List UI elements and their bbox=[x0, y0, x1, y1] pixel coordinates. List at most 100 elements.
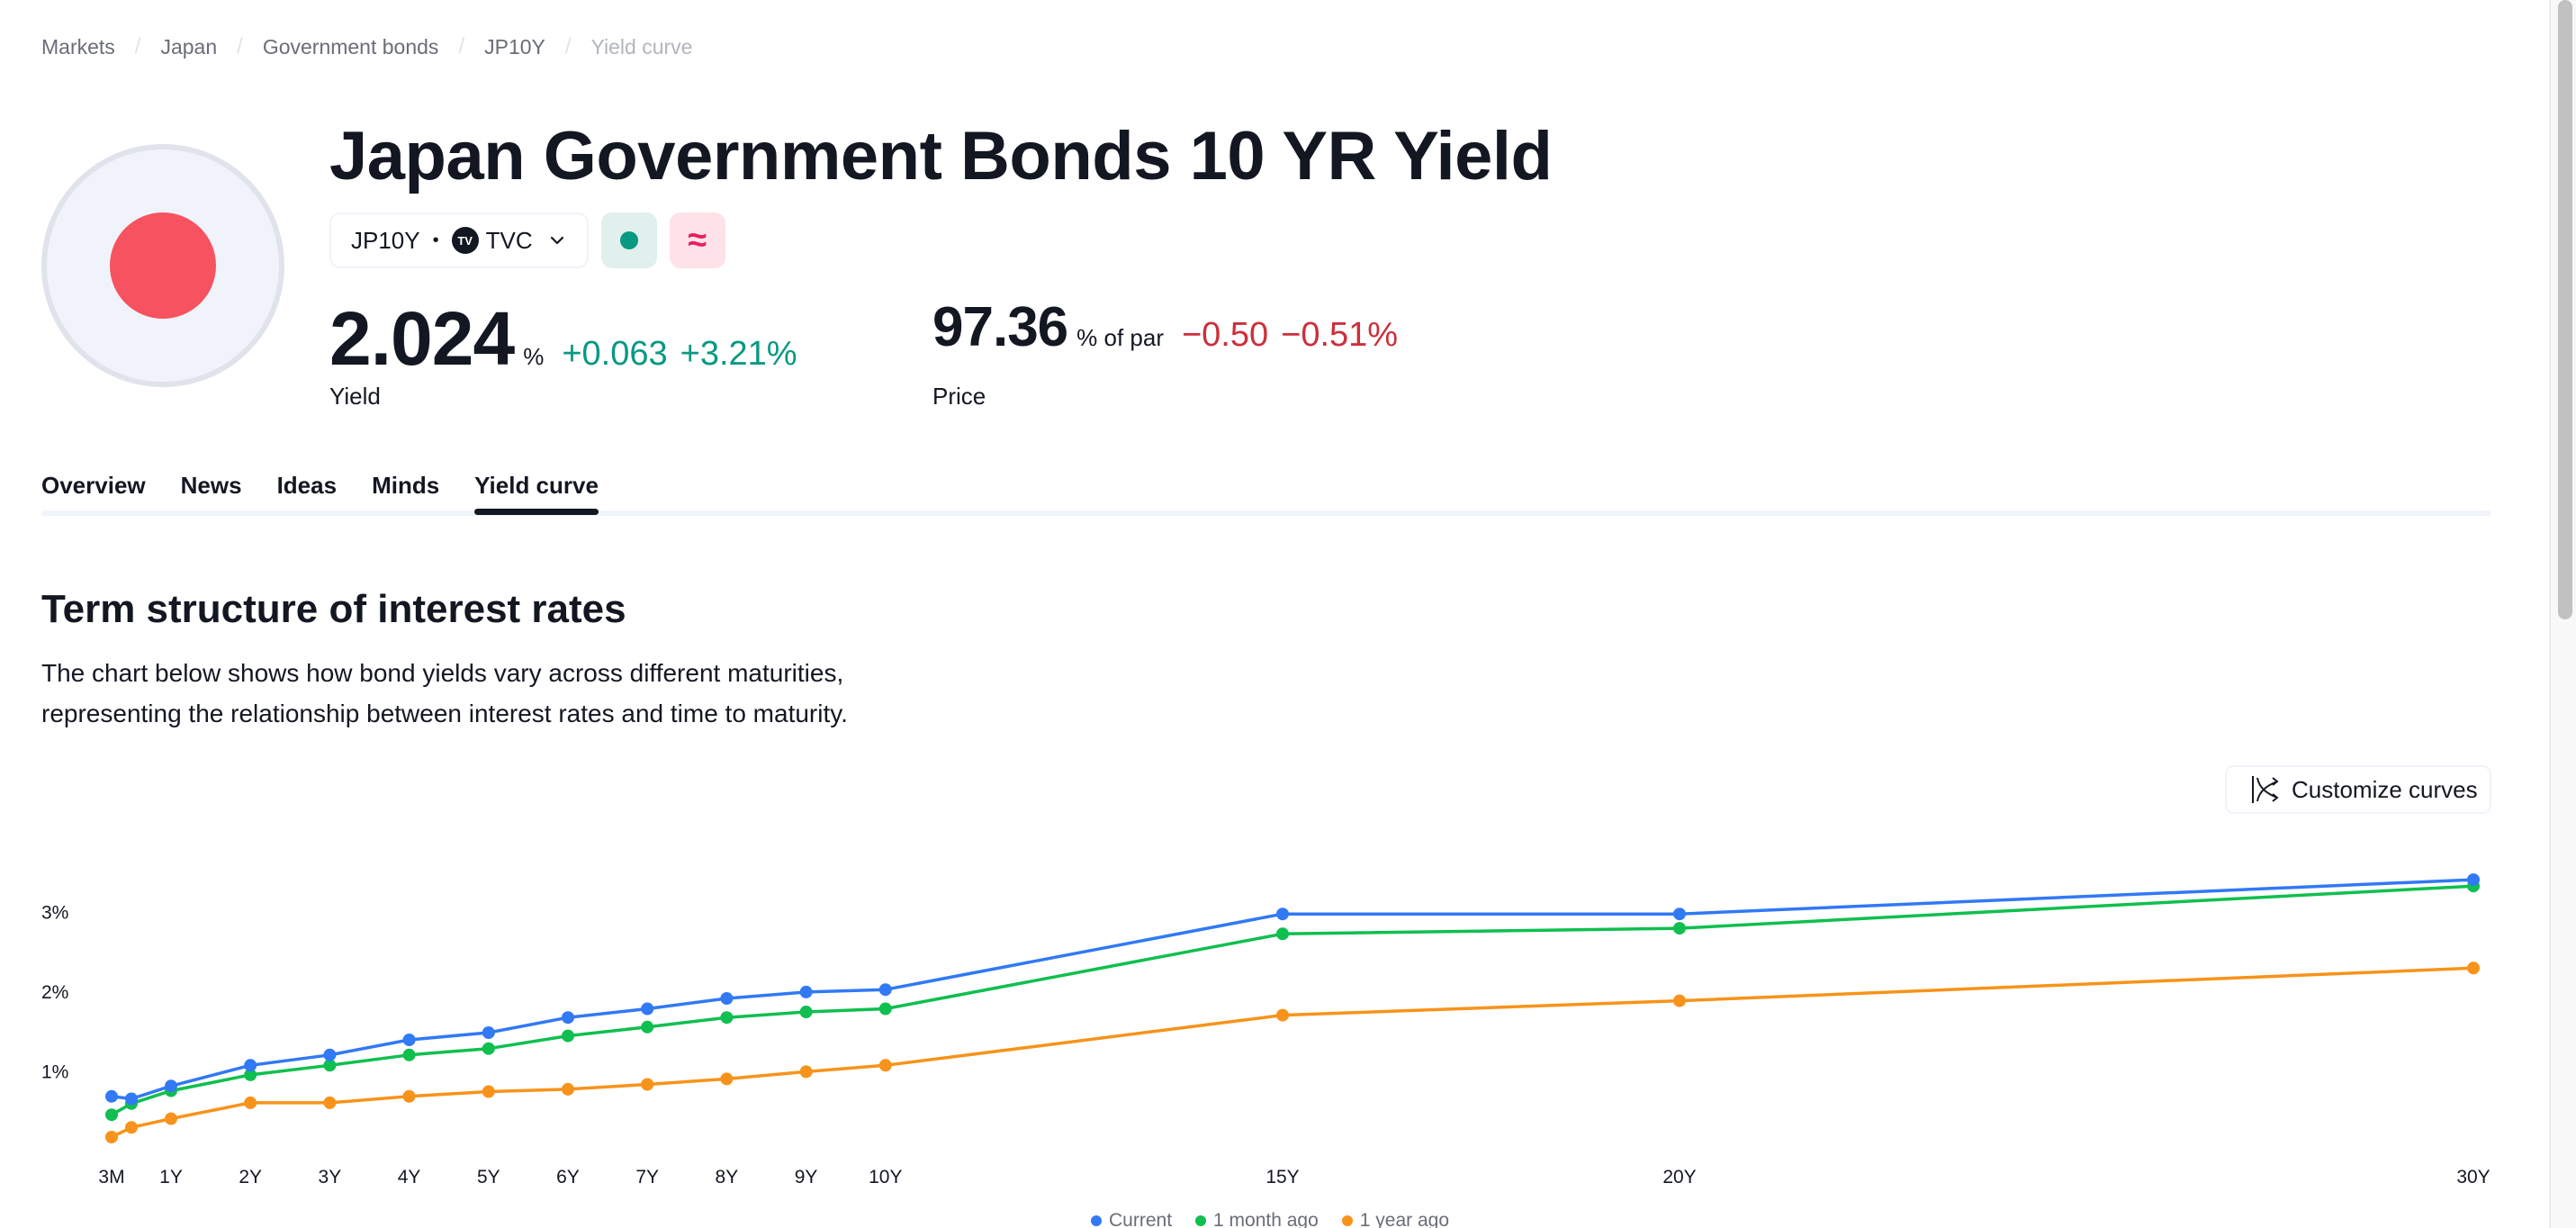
data-point[interactable] bbox=[402, 1089, 416, 1103]
data-point[interactable] bbox=[482, 1026, 495, 1039]
data-point[interactable] bbox=[641, 1020, 654, 1034]
tab-overview[interactable]: Overview bbox=[41, 472, 146, 499]
data-point[interactable] bbox=[799, 985, 813, 998]
tab-bar: Overview News Ideas Minds Yield curve bbox=[41, 472, 599, 519]
x-tick-label: 6Y bbox=[556, 1167, 580, 1187]
data-point[interactable] bbox=[1673, 994, 1686, 1007]
data-point[interactable] bbox=[482, 1042, 495, 1055]
customize-curves-label: Customize curves bbox=[2292, 775, 2478, 803]
breadcrumb-separator: / bbox=[237, 34, 243, 59]
tab-ideas[interactable]: Ideas bbox=[276, 472, 338, 499]
data-point[interactable] bbox=[720, 1072, 734, 1086]
data-point[interactable] bbox=[2467, 873, 2480, 887]
yield-curve-plot: 1% 2% 3% 3M 1Y 2Y 3Y 4Y 5Y 6Y 7Y 8Y 9Y 10Y 15Y 20Y 30Y bbox=[41, 873, 2490, 1187]
data-point[interactable] bbox=[165, 1112, 177, 1125]
data-point[interactable] bbox=[402, 1034, 416, 1046]
data-point[interactable] bbox=[562, 1011, 574, 1025]
market-status-button[interactable] bbox=[600, 212, 657, 268]
breadcrumb: Markets / Japan / Government bonds / JP1… bbox=[41, 34, 692, 59]
legend-item[interactable]: Current bbox=[1091, 1210, 1172, 1228]
y-tick-label: 3% bbox=[41, 903, 68, 924]
data-point[interactable] bbox=[799, 1006, 813, 1018]
series-line bbox=[111, 884, 2474, 1116]
data-point[interactable] bbox=[323, 1048, 337, 1061]
data-point[interactable] bbox=[125, 1092, 138, 1106]
data-point[interactable] bbox=[562, 1082, 574, 1096]
data-point[interactable] bbox=[720, 1011, 734, 1025]
breadcrumb-government-bonds[interactable]: Government bonds bbox=[262, 34, 439, 59]
section-description: The chart below shows how bond yields va… bbox=[41, 653, 1031, 734]
data-point[interactable] bbox=[562, 1029, 574, 1043]
separator-dot: • bbox=[432, 230, 439, 250]
tab-news[interactable]: News bbox=[180, 472, 242, 499]
price-change-pct: −0.51% bbox=[1281, 316, 1399, 354]
description-line-2: representing the relationship between in… bbox=[41, 700, 848, 727]
data-point[interactable] bbox=[323, 1096, 337, 1109]
yield-label: Yield bbox=[329, 383, 381, 410]
x-tick-label: 3M bbox=[98, 1167, 124, 1187]
data-point[interactable] bbox=[482, 1085, 495, 1098]
data-point[interactable] bbox=[878, 1059, 892, 1072]
data-point[interactable] bbox=[641, 1002, 654, 1016]
data-point[interactable] bbox=[323, 1059, 337, 1072]
breadcrumb-jp10y[interactable]: JP10Y bbox=[484, 34, 545, 59]
breadcrumb-separator: / bbox=[134, 34, 141, 59]
data-point[interactable] bbox=[878, 983, 892, 997]
symbol-exchange-dropdown[interactable]: JP10Y • TV TVC bbox=[329, 212, 589, 268]
data-point[interactable] bbox=[1276, 927, 1289, 941]
tab-minds[interactable]: Minds bbox=[372, 472, 440, 499]
breadcrumb-separator: / bbox=[458, 34, 465, 59]
data-point[interactable] bbox=[105, 1131, 118, 1143]
data-point[interactable] bbox=[105, 1089, 118, 1103]
data-point[interactable] bbox=[105, 1108, 118, 1122]
x-tick-label: 8Y bbox=[716, 1167, 739, 1187]
data-point[interactable] bbox=[402, 1048, 416, 1061]
section-title: Term structure of interest rates bbox=[41, 587, 626, 631]
data-point[interactable] bbox=[1673, 907, 1686, 921]
page-title: Japan Government Bonds 10 YR Yield bbox=[329, 118, 1553, 194]
breadcrumb-separator: / bbox=[564, 34, 572, 59]
legend-label: 1 year ago bbox=[1359, 1210, 1450, 1228]
price-unit: % of par bbox=[1076, 324, 1164, 351]
data-point[interactable] bbox=[125, 1121, 138, 1134]
yield-curve-chart[interactable]: 1% 2% 3% 3M 1Y 2Y 3Y 4Y 5Y 6Y 7Y 8Y 9Y 10Y 15Y 20Y 30Y bbox=[0, 846, 2549, 1228]
x-tick-label: 10Y bbox=[869, 1167, 902, 1187]
data-point[interactable] bbox=[1276, 907, 1289, 921]
data-point[interactable] bbox=[2467, 962, 2480, 975]
y-tick-label: 1% bbox=[41, 1062, 68, 1083]
data-point[interactable] bbox=[244, 1059, 257, 1072]
data-point[interactable] bbox=[1276, 1008, 1289, 1022]
data-point[interactable] bbox=[878, 1002, 892, 1016]
price-quote: 97.36 % of par −0.50 −0.51% bbox=[932, 295, 1398, 359]
tabs-divider bbox=[41, 510, 2491, 516]
description-line-1: The chart below shows how bond yields va… bbox=[41, 659, 844, 687]
scrollbar-thumb[interactable] bbox=[2558, 0, 2572, 619]
delayed-data-button[interactable]: ≈ bbox=[669, 212, 725, 268]
x-tick-label: 5Y bbox=[477, 1167, 500, 1187]
vertical-scrollbar[interactable] bbox=[2549, 0, 2576, 1228]
data-point[interactable] bbox=[799, 1065, 813, 1079]
x-tick-label: 3Y bbox=[319, 1167, 342, 1187]
yield-value: 2.024 bbox=[329, 296, 515, 381]
breadcrumb-markets[interactable]: Markets bbox=[41, 34, 115, 59]
data-point[interactable] bbox=[244, 1096, 257, 1109]
data-point[interactable] bbox=[244, 1068, 257, 1081]
exchange-label: TVC bbox=[485, 226, 533, 254]
x-tick-label: 1Y bbox=[159, 1167, 183, 1187]
tab-yield-curve[interactable]: Yield curve bbox=[474, 472, 599, 519]
legend-item[interactable]: 1 month ago bbox=[1195, 1210, 1319, 1228]
customize-curves-button[interactable]: Customize curves bbox=[2225, 765, 2491, 814]
breadcrumb-japan[interactable]: Japan bbox=[160, 34, 218, 59]
data-point[interactable] bbox=[1673, 922, 1686, 935]
data-point[interactable] bbox=[165, 1079, 177, 1093]
x-tick-label: 30Y bbox=[2456, 1167, 2490, 1187]
data-point[interactable] bbox=[641, 1078, 654, 1091]
price-label: Price bbox=[932, 383, 986, 410]
japan-flag-icon bbox=[41, 144, 284, 387]
symbol-label: JP10Y bbox=[351, 226, 420, 254]
legend-item[interactable]: 1 year ago bbox=[1341, 1210, 1450, 1228]
chevron-down-icon bbox=[550, 236, 563, 245]
x-tick-label: 7Y bbox=[635, 1167, 659, 1187]
data-point[interactable] bbox=[720, 992, 734, 1005]
